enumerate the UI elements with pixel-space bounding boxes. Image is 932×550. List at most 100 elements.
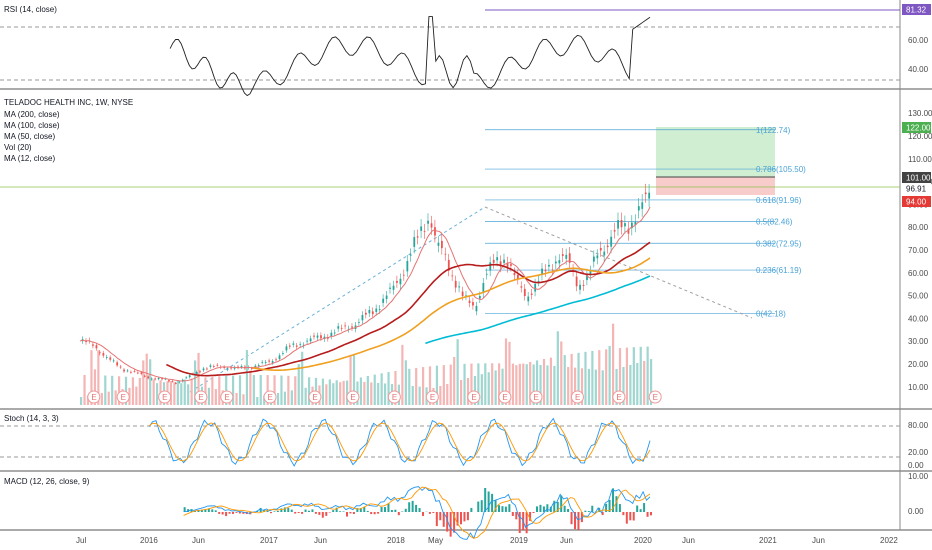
- macd-hist-bar: [304, 509, 307, 512]
- legend-ma-12[interactable]: MA (12, close): [4, 154, 55, 163]
- earnings-marker-icon[interactable]: [194, 390, 208, 404]
- stop-zone[interactable]: [656, 177, 775, 195]
- fib-level-label: 0.5(82.46): [756, 218, 793, 227]
- time-axis[interactable]: Jul 2016 Jun 2017 Jun 2018 May 2019 Jun 2020 Jun 20…: [76, 536, 898, 545]
- earnings-marker-icon[interactable]: [570, 390, 584, 404]
- candle-body: [430, 223, 433, 228]
- earnings-marker-icon[interactable]: [263, 390, 277, 404]
- earnings-marker-icon[interactable]: [87, 390, 101, 404]
- volume-bar: [197, 352, 200, 405]
- macd-hist-bar: [332, 510, 335, 512]
- volume-bar: [460, 379, 463, 405]
- macd-hist-bar: [359, 508, 362, 512]
- candle-body: [257, 365, 260, 367]
- legend-vol[interactable]: Vol (20): [4, 143, 32, 152]
- earnings-marker-icon[interactable]: [158, 390, 172, 404]
- macd-hist-bar: [511, 512, 514, 516]
- legend-ma-50[interactable]: MA (50, close): [4, 132, 55, 141]
- candle-body: [409, 254, 412, 256]
- candle-body: [254, 365, 257, 368]
- fib-level-label: 0(42.18): [756, 309, 786, 318]
- candle-body: [240, 365, 243, 368]
- volume-bar: [359, 377, 363, 405]
- macd-hist-bar: [570, 512, 573, 525]
- volume-bar: [639, 346, 642, 405]
- macd-hist-bar: [346, 512, 348, 517]
- volume-bar: [349, 356, 352, 405]
- earnings-marker-icon[interactable]: [612, 390, 626, 404]
- volume-bar: [176, 380, 179, 405]
- fib-level-label: 0.786(105.50): [756, 165, 806, 174]
- candle-body: [437, 242, 440, 246]
- volume-bar: [608, 345, 611, 405]
- macd-hist-bar: [415, 504, 418, 512]
- volume-bar: [598, 350, 601, 405]
- rsi-pane[interactable]: RSI (14, close) 60.00 40.00 81.32: [0, 4, 931, 97]
- macd-hist-bar: [463, 512, 466, 522]
- stoch-pane[interactable]: Stoch (14, 3, 3) 80.00 20.00 0.00: [0, 414, 929, 470]
- volume-bar: [636, 362, 639, 405]
- macd-hist-bar: [204, 509, 207, 512]
- candle-body: [126, 370, 129, 372]
- macd-hist-bar: [518, 512, 521, 534]
- candle-body: [627, 228, 630, 234]
- volume-bar: [245, 350, 249, 405]
- price-tick-label: 40.00: [908, 314, 929, 323]
- candle-body: [209, 365, 212, 367]
- candle-body: [358, 321, 360, 323]
- macd-hist-bar: [380, 506, 383, 512]
- earnings-marker-icon[interactable]: [467, 390, 481, 404]
- volume-bar: [242, 394, 245, 405]
- volume-bar: [546, 365, 549, 405]
- macd-hist-bar: [297, 512, 300, 513]
- volume-bar: [339, 382, 342, 405]
- candle-body: [85, 340, 87, 343]
- candle-body: [575, 276, 578, 287]
- fibonacci-retracement[interactable]: 1(122.74) 0.786(105.50) 0.618(91.96) 0.5(82…: [485, 126, 806, 319]
- volume-bar: [487, 372, 490, 405]
- volume-bar: [584, 351, 587, 405]
- macd-hist-bar: [650, 512, 652, 516]
- candle-body: [482, 283, 485, 293]
- earnings-marker-label: E: [616, 393, 621, 402]
- candle-body: [637, 206, 640, 211]
- earnings-marker-icon[interactable]: [425, 390, 439, 404]
- volume-bar: [93, 369, 97, 405]
- volume-bar: [477, 363, 480, 405]
- macd-hist-bar: [432, 512, 435, 513]
- volume-bar: [370, 382, 373, 405]
- macd-pane[interactable]: MACD (12, 26, close, 9) 10.00 0.00: [4, 472, 929, 540]
- earnings-marker-icon[interactable]: [498, 390, 512, 404]
- earnings-marker-icon[interactable]: [648, 390, 662, 404]
- earnings-marker-icon[interactable]: [387, 390, 401, 404]
- candle-body: [313, 335, 315, 337]
- legend-ma-100[interactable]: MA (100, close): [4, 121, 60, 130]
- candle-body: [634, 221, 637, 225]
- volume-bar: [491, 363, 494, 405]
- earnings-marker-icon[interactable]: [116, 390, 130, 404]
- earnings-marker-icon[interactable]: [308, 390, 322, 404]
- price-pane[interactable]: 130.00120.00110.00100.0090.0080.0070.006…: [0, 98, 932, 405]
- volume-bar: [194, 360, 197, 405]
- candle-body: [472, 302, 474, 306]
- volume-bar: [283, 391, 287, 405]
- legend-ma-200[interactable]: MA (200, close): [4, 110, 60, 119]
- target-zone[interactable]: [656, 127, 775, 177]
- macd-hist-bar: [428, 512, 431, 514]
- time-axis-label: Jun: [560, 536, 573, 545]
- fib-trend-up[interactable]: [189, 206, 486, 393]
- earnings-marker-label: E: [471, 393, 476, 402]
- rsi-last-value: 81.32: [906, 6, 927, 15]
- candle-body: [389, 287, 391, 289]
- earnings-marker-icon[interactable]: [346, 390, 360, 404]
- candle-body: [275, 359, 277, 361]
- earnings-marker-icon[interactable]: [220, 390, 234, 404]
- volume-bar: [301, 351, 304, 405]
- candle-body: [423, 230, 426, 232]
- candle-body: [475, 305, 478, 312]
- earnings-marker-icon[interactable]: [529, 390, 543, 404]
- candle-body: [403, 274, 405, 276]
- earnings-marker-label: E: [350, 393, 355, 402]
